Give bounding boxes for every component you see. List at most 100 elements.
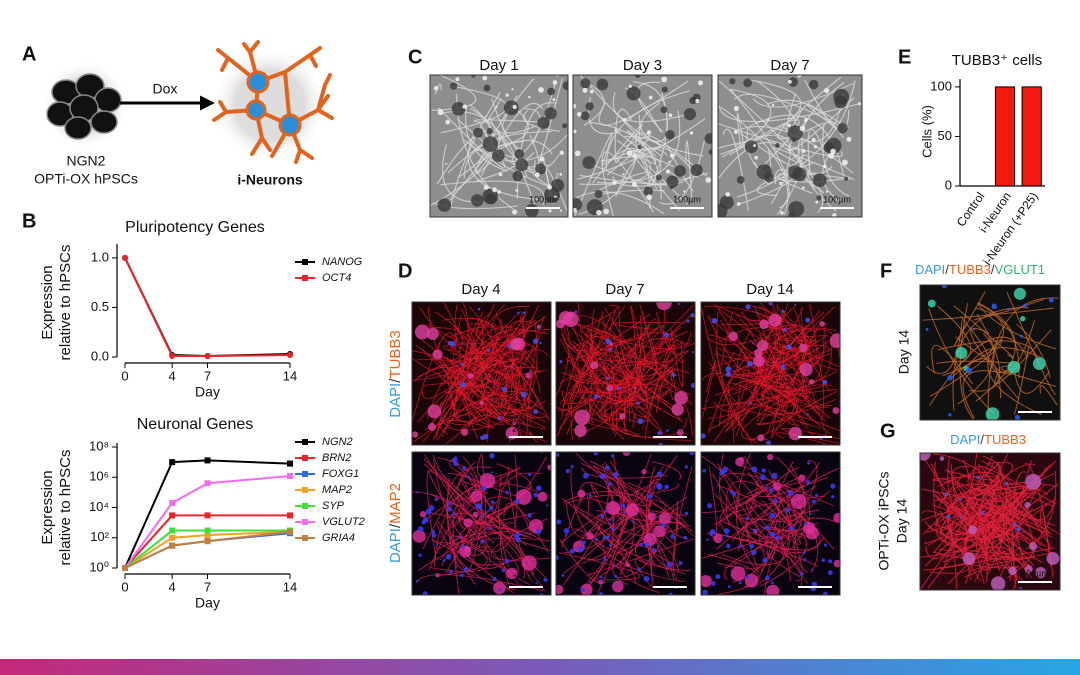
x-tick-label: 4 [169, 368, 176, 383]
fiber [509, 310, 524, 442]
cell-body [757, 340, 769, 352]
fiber [747, 472, 801, 545]
fiber [459, 415, 504, 432]
cell-body [568, 312, 575, 319]
legend-marker [302, 535, 308, 541]
cell-body [491, 149, 505, 162]
cell-body [683, 108, 696, 121]
nucleus [661, 522, 667, 528]
y-tick-label: 10⁶ [89, 469, 109, 484]
cell-body [665, 130, 675, 140]
scale-bar-label: 200µm [1021, 568, 1049, 578]
fiber [645, 479, 660, 581]
nucleus [781, 309, 785, 313]
point [287, 528, 293, 535]
fiber [629, 305, 636, 368]
fiber [771, 154, 811, 205]
fiber [633, 325, 664, 357]
nucleus [827, 570, 833, 576]
nucleus [622, 173, 625, 176]
point [169, 512, 176, 519]
fiber [746, 521, 808, 573]
cell-body [556, 319, 566, 329]
cell-body [832, 407, 840, 414]
cell-body [808, 79, 819, 90]
bar [994, 86, 1016, 187]
nucleus [846, 136, 852, 142]
cell-body [799, 343, 808, 353]
row-label-part: TUBB3 [387, 330, 404, 378]
nucleus [637, 567, 641, 571]
stem-cell-cluster [41, 61, 129, 149]
x-axis-label: Day [195, 384, 220, 400]
nucleus [605, 338, 611, 345]
cell-body [927, 299, 936, 308]
fiber [418, 530, 543, 571]
cell-body [643, 186, 653, 196]
fiber [766, 373, 797, 435]
nucleus [512, 421, 517, 426]
fiber [481, 454, 487, 525]
fiber [472, 357, 533, 388]
legend-label: GRIA4 [322, 532, 355, 544]
fiber [442, 343, 484, 352]
point [122, 254, 128, 261]
nucleus [588, 581, 591, 584]
fiber [440, 546, 488, 576]
scale-bar-label: 200µm [801, 423, 829, 433]
fiber [481, 103, 544, 176]
series-line [124, 257, 291, 358]
fiber [482, 398, 527, 412]
nucleus [433, 86, 439, 91]
fiber [961, 472, 999, 541]
nucleus [511, 88, 514, 91]
nucleus [501, 386, 507, 392]
nucleus [431, 533, 437, 538]
nucleus [725, 534, 729, 538]
nucleus [476, 504, 482, 510]
fiber [448, 367, 539, 426]
nucleus [756, 311, 759, 314]
cell-body [756, 164, 772, 180]
cell-body [816, 195, 822, 201]
nucleus [460, 362, 464, 366]
nucleus [517, 311, 520, 315]
micrograph-frame [919, 452, 1061, 591]
fiber [442, 474, 532, 539]
cell-body [689, 96, 697, 105]
fiber [448, 458, 518, 497]
point [169, 542, 176, 549]
fiber [931, 344, 973, 385]
nucleus [416, 491, 419, 494]
cell-body [666, 175, 679, 188]
fiber [415, 345, 498, 400]
fiber [579, 511, 627, 555]
cell-body [580, 583, 593, 595]
fiber [639, 304, 659, 373]
nucleus [487, 348, 491, 353]
nucleus [422, 591, 428, 595]
fiber [561, 313, 651, 352]
scale-bar-label: 200µm [801, 573, 829, 583]
nucleus [565, 534, 568, 537]
fiber [499, 547, 519, 573]
cell-body [537, 116, 550, 130]
fiber [592, 124, 643, 184]
cell-body [837, 122, 848, 134]
nucleus [689, 131, 694, 135]
cell-body [1020, 316, 1026, 322]
cell-body [1008, 566, 1017, 576]
point [204, 512, 211, 519]
scale-bar-label: 200µm [656, 573, 684, 583]
nucleus [447, 501, 451, 506]
nucleus [421, 520, 426, 525]
micrograph [701, 452, 840, 595]
nucleus [806, 413, 809, 416]
cell-body [658, 512, 671, 525]
nucleus [552, 80, 558, 85]
nucleus [556, 555, 559, 560]
cell-body [574, 409, 591, 426]
nucleus [481, 485, 487, 491]
nucleus [809, 512, 812, 515]
point [169, 353, 176, 360]
